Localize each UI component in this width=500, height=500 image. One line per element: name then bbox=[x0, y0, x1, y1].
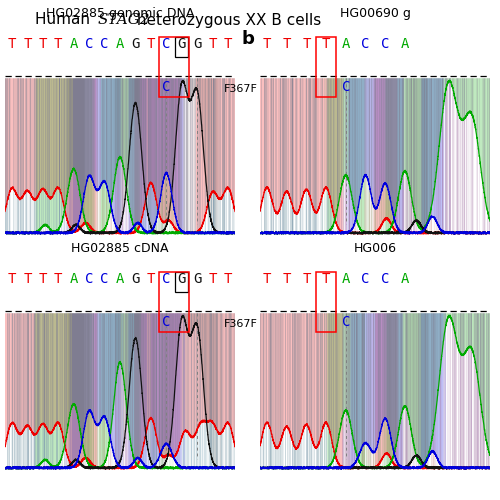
Text: T: T bbox=[8, 272, 16, 286]
Text: F367F: F367F bbox=[224, 320, 258, 330]
Bar bbox=[175, 272, 188, 291]
Text: A: A bbox=[70, 38, 78, 52]
Text: T: T bbox=[302, 272, 310, 286]
Text: HG006: HG006 bbox=[354, 242, 397, 254]
Text: C: C bbox=[342, 316, 350, 330]
Bar bbox=[158, 272, 190, 332]
Text: T: T bbox=[146, 38, 155, 52]
Text: A: A bbox=[400, 38, 409, 52]
Text: F367F: F367F bbox=[224, 84, 258, 94]
Text: C: C bbox=[162, 316, 170, 330]
Text: T: T bbox=[208, 272, 217, 286]
Bar bbox=[175, 38, 188, 56]
Bar bbox=[316, 272, 336, 332]
Text: T: T bbox=[208, 38, 217, 52]
Text: C: C bbox=[162, 38, 170, 52]
Text: T: T bbox=[38, 38, 47, 52]
Text: C: C bbox=[100, 38, 108, 52]
Text: T: T bbox=[322, 272, 330, 286]
Text: G: G bbox=[132, 38, 140, 52]
Text: heterozygous XX B cells: heterozygous XX B cells bbox=[132, 12, 322, 28]
Text: C: C bbox=[381, 272, 390, 286]
Text: C: C bbox=[362, 38, 370, 52]
Text: C: C bbox=[381, 38, 390, 52]
Text: HG00690 g: HG00690 g bbox=[340, 6, 410, 20]
Text: G: G bbox=[193, 272, 202, 286]
Text: HG02885 genomic DNA: HG02885 genomic DNA bbox=[46, 6, 194, 20]
Text: A: A bbox=[342, 272, 350, 286]
Text: G: G bbox=[193, 38, 202, 52]
Text: A: A bbox=[342, 38, 350, 52]
Text: T: T bbox=[282, 38, 291, 52]
Text: C: C bbox=[100, 272, 108, 286]
Text: STAG2: STAG2 bbox=[98, 12, 150, 26]
Text: A: A bbox=[116, 38, 124, 52]
Bar bbox=[316, 38, 336, 96]
Text: C: C bbox=[362, 272, 370, 286]
Text: C: C bbox=[85, 38, 94, 52]
Text: A: A bbox=[116, 272, 124, 286]
Text: T: T bbox=[8, 38, 16, 52]
Text: HG02885 cDNA: HG02885 cDNA bbox=[72, 242, 169, 254]
Text: T: T bbox=[224, 272, 232, 286]
Text: C: C bbox=[162, 272, 170, 286]
Text: T: T bbox=[224, 38, 232, 52]
Text: A: A bbox=[70, 272, 78, 286]
Text: A: A bbox=[400, 272, 409, 286]
Text: C: C bbox=[342, 80, 350, 94]
Text: T: T bbox=[54, 272, 62, 286]
Text: T: T bbox=[23, 272, 32, 286]
Text: C: C bbox=[85, 272, 94, 286]
Text: T: T bbox=[262, 38, 271, 52]
Text: G: G bbox=[132, 272, 140, 286]
Text: T: T bbox=[322, 38, 330, 52]
Text: T: T bbox=[23, 38, 32, 52]
Text: T: T bbox=[262, 272, 271, 286]
Text: G: G bbox=[178, 38, 186, 52]
Text: b: b bbox=[241, 30, 254, 48]
Text: T: T bbox=[282, 272, 291, 286]
Text: T: T bbox=[54, 38, 62, 52]
Text: T: T bbox=[302, 38, 310, 52]
Text: C: C bbox=[162, 80, 170, 94]
Text: G: G bbox=[178, 272, 186, 286]
Text: T: T bbox=[38, 272, 47, 286]
Text: T: T bbox=[146, 272, 155, 286]
Text: Human: Human bbox=[35, 12, 95, 28]
Bar bbox=[158, 38, 190, 96]
